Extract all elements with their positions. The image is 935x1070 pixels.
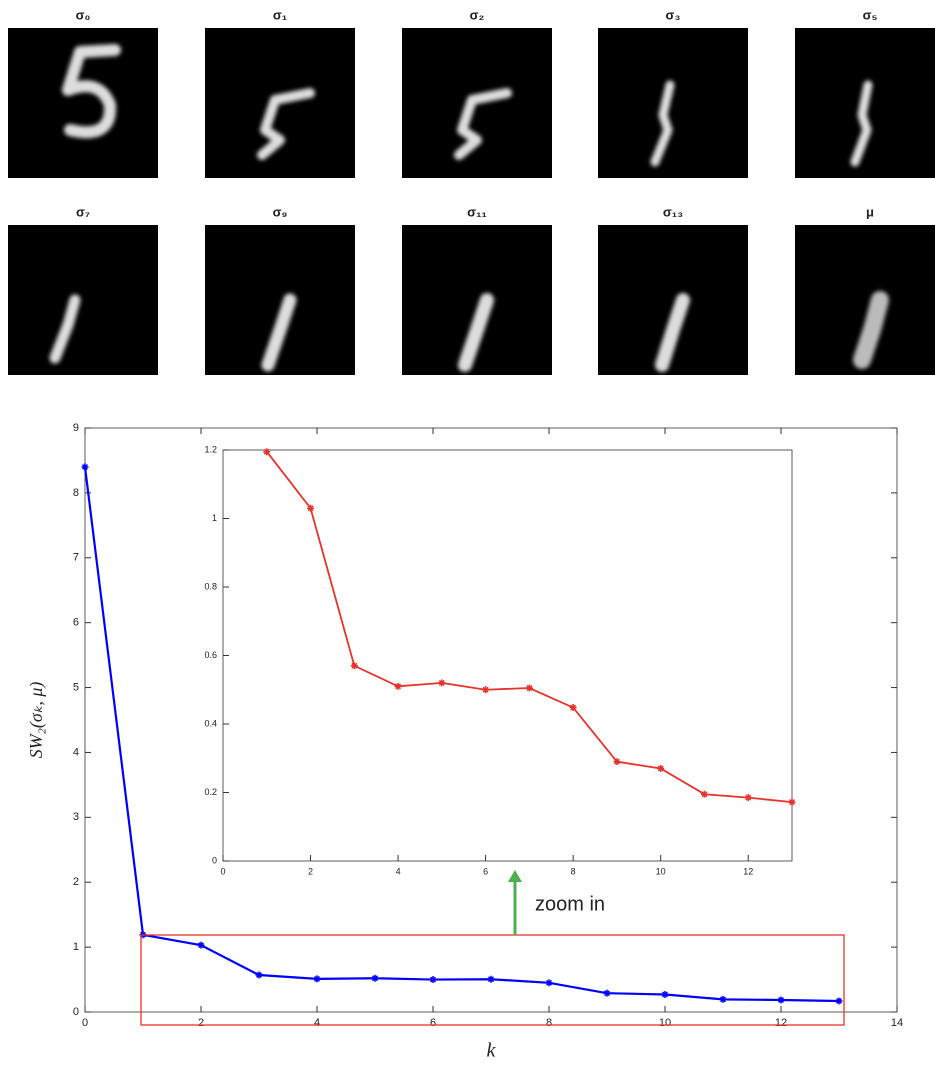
y-tick-label: 0.4: [204, 718, 217, 728]
data-point: [263, 448, 271, 456]
data-point: [482, 686, 490, 694]
data-point: [371, 974, 379, 982]
data-point: [438, 679, 446, 687]
y-tick-label: 4: [73, 746, 79, 758]
panel-title: σ₁₃: [663, 204, 683, 219]
data-point: [394, 682, 402, 690]
data-point: [255, 971, 263, 979]
x-tick-label: 4: [314, 1017, 320, 1029]
panel-title: σ₇: [76, 204, 90, 219]
y-tick-label: 1: [73, 941, 79, 953]
image-panel: [598, 28, 748, 178]
y-tick-label: 8: [73, 487, 79, 499]
digit-shapes: [49, 44, 889, 372]
data-point: [700, 790, 708, 798]
y-tick-label: 0: [212, 855, 217, 865]
image-panels: σ₀ σ₁ σ₂ σ₃ σ₅ σ₇ σ₉ σ₁₁ σ₁₃ μ: [8, 7, 935, 375]
data-point: [525, 684, 533, 692]
panel-title: σ₉: [273, 204, 288, 219]
panel-title: σ₀: [76, 7, 91, 22]
data-point: [603, 989, 611, 997]
x-tick-label: 2: [198, 1017, 204, 1029]
data-point: [835, 997, 843, 1005]
x-tick-label: 14: [891, 1017, 903, 1029]
panel-title: μ: [866, 204, 874, 219]
y-tick-label: 1: [212, 513, 217, 523]
data-point: [569, 704, 577, 712]
image-panel: [402, 225, 552, 375]
data-line: [83, 466, 840, 1003]
panel-title: σ₅: [863, 7, 878, 22]
zoom-box: [140, 934, 845, 1026]
data-point: [81, 463, 89, 471]
data-point: [350, 662, 358, 670]
data-point: [657, 765, 665, 773]
data-point: [777, 996, 785, 1004]
x-tick-label: 12: [743, 866, 753, 876]
y-tick-label: 1.2: [204, 444, 217, 454]
data-point: [313, 975, 321, 983]
x-tick-label: 6: [430, 1017, 436, 1029]
y-tick-label: 9: [73, 422, 79, 434]
data-point: [429, 976, 437, 984]
image-panel: [8, 225, 158, 375]
y-tick-label: 5: [73, 681, 79, 693]
x-tick-label: 10: [659, 1017, 671, 1029]
data-point: [545, 979, 553, 987]
y-tick-label: 2: [73, 876, 79, 888]
y-tick-label: 3: [73, 811, 79, 823]
panel-title: σ₃: [666, 7, 681, 22]
y-tick-label: 0: [73, 1006, 79, 1018]
arrow-head: [508, 870, 522, 882]
data-point: [788, 798, 796, 806]
panel-title: σ₁: [273, 7, 287, 22]
x-tick-label: 8: [571, 866, 576, 876]
y-tick-label: 0.8: [204, 581, 217, 591]
data-point: [487, 975, 495, 983]
x-tick-label: 12: [775, 1017, 787, 1029]
data-point: [613, 758, 621, 766]
y-axis-label: SW₂(σₖ, μ): [26, 682, 47, 759]
y-tick-label: 0.6: [204, 650, 217, 660]
y-tick-label: 7: [73, 552, 79, 564]
panel-title: σ₂: [470, 7, 485, 22]
image-panel: [205, 225, 355, 375]
data-point: [744, 794, 752, 802]
x-tick-label: 10: [656, 866, 666, 876]
panel-title: σ₁₁: [467, 204, 487, 219]
data-point: [307, 504, 315, 512]
plot-area: [222, 449, 793, 862]
x-tick-label: 2: [308, 866, 313, 876]
y-tick-label: 6: [73, 617, 79, 629]
inset-chart: 0 2 4 6 8 10 12 0 0.2 0.4 0.6 0.8 1 1.2: [204, 444, 796, 876]
x-tick-label: 0: [220, 866, 225, 876]
x-tick-label: 8: [546, 1017, 552, 1029]
x-tick-label: 4: [396, 866, 401, 876]
x-axis-label: k: [487, 1040, 497, 1062]
data-point: [719, 995, 727, 1003]
y-tick-label: 0.2: [204, 787, 217, 797]
annotation: zoom in: [535, 893, 605, 915]
x-tick-label: 6: [483, 866, 488, 876]
data-point: [197, 941, 205, 949]
data-point: [661, 990, 669, 998]
x-tick-label: 0: [82, 1017, 88, 1029]
